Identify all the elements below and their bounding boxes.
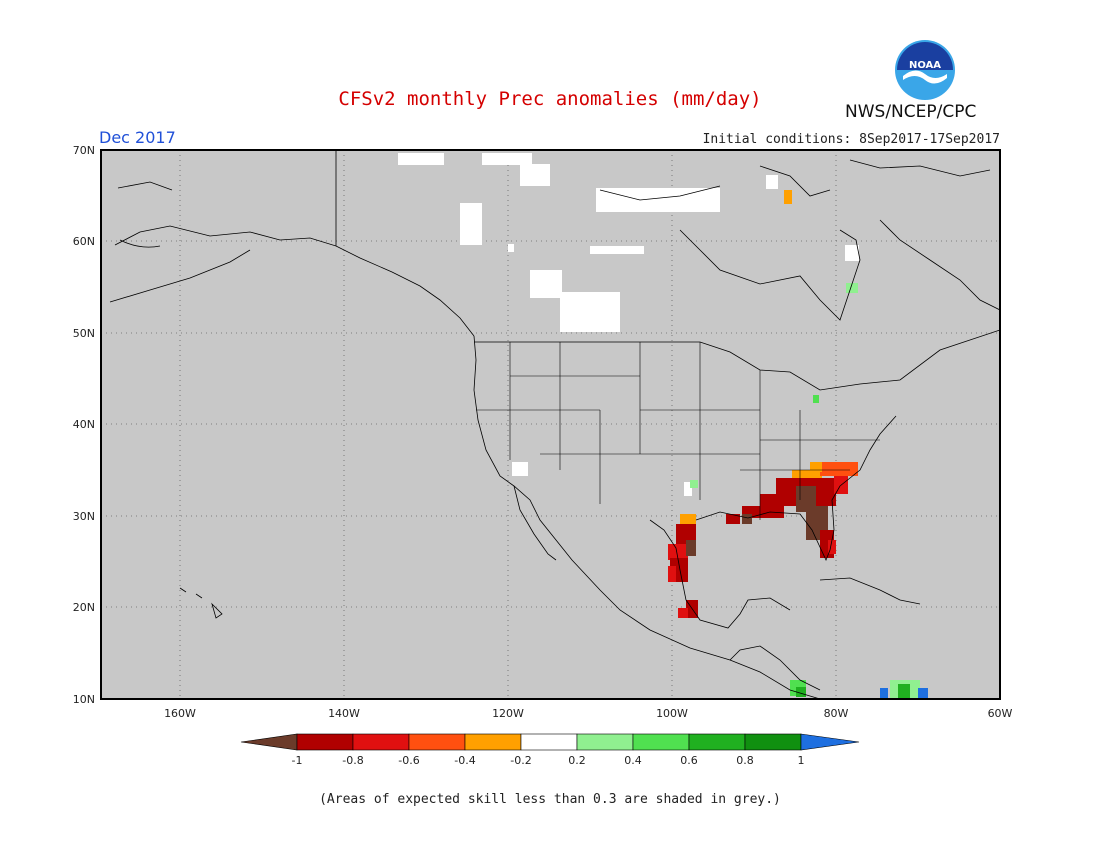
colorbar-segment [632, 733, 690, 751]
coastlines [109, 150, 1000, 699]
near-zero-regions [398, 153, 859, 496]
colorbar-tick-label: 0.8 [736, 754, 754, 767]
colorbar-max-arrow [800, 733, 860, 751]
lat-label: 10N [73, 693, 95, 706]
lon-label: 60W [988, 707, 1013, 720]
colorbar-tick-label: -0.6 [398, 754, 419, 767]
map-frame [100, 149, 1001, 700]
lat-label: 30N [73, 510, 95, 523]
negative-anomaly-regions [668, 190, 858, 618]
colorbar-min-arrow [240, 733, 298, 751]
logo-text: NOAA [909, 60, 941, 71]
colorbar-segment [408, 733, 466, 751]
colorbar-segment [352, 733, 410, 751]
lat-label: 70N [73, 144, 95, 157]
colorbar-segment [576, 733, 634, 751]
colorbar-segment [688, 733, 746, 751]
colorbar-tick-label: 0.6 [680, 754, 698, 767]
lon-label: 120W [492, 707, 524, 720]
colorbar-segment [296, 733, 354, 751]
colorbar-tick-label: 1 [798, 754, 805, 767]
lon-label: 140W [328, 707, 360, 720]
lat-label: 50N [73, 327, 95, 340]
positive-anomaly-regions [690, 283, 928, 698]
colorbar-segment [520, 733, 578, 751]
lon-label: 160W [164, 707, 196, 720]
lon-label: 80W [824, 707, 849, 720]
colorbar-tick-label: -1 [292, 754, 303, 767]
latitude-labels: 70N 60N 50N 40N 30N 20N 10N [73, 144, 95, 706]
colorbar-segment [744, 733, 802, 751]
noaa-logo: NOAA [893, 38, 957, 102]
lat-label: 40N [73, 418, 95, 431]
colorbar-tick-label: -0.8 [342, 754, 363, 767]
lat-label: 20N [73, 601, 95, 614]
colorbar: -1 -0.8 -0.6 -0.4 -0.2 0.2 0.4 0.6 0.8 1 [240, 733, 860, 767]
lon-label: 100W [656, 707, 688, 720]
map-panel [101, 150, 1000, 699]
skill-footnote: (Areas of expected skill less than 0.3 a… [319, 792, 781, 807]
chart-title: CFSv2 monthly Prec anomalies (mm/day) [338, 88, 762, 110]
forecast-month: Dec 2017 [99, 128, 176, 147]
colorbar-segment [464, 733, 522, 751]
colorbar-tick-label: 0.2 [568, 754, 586, 767]
state-borders [476, 342, 880, 520]
agency-label: NWS/NCEP/CPC [845, 102, 977, 122]
colorbar-tick-label: -0.4 [454, 754, 475, 767]
colorbar-tick-label: 0.4 [624, 754, 642, 767]
lat-label: 60N [73, 235, 95, 248]
initial-conditions: Initial conditions: 8Sep2017-17Sep2017 [702, 132, 1000, 147]
longitude-labels: 160W 140W 120W 100W 80W 60W [164, 707, 1012, 720]
colorbar-tick-label: -0.2 [510, 754, 531, 767]
